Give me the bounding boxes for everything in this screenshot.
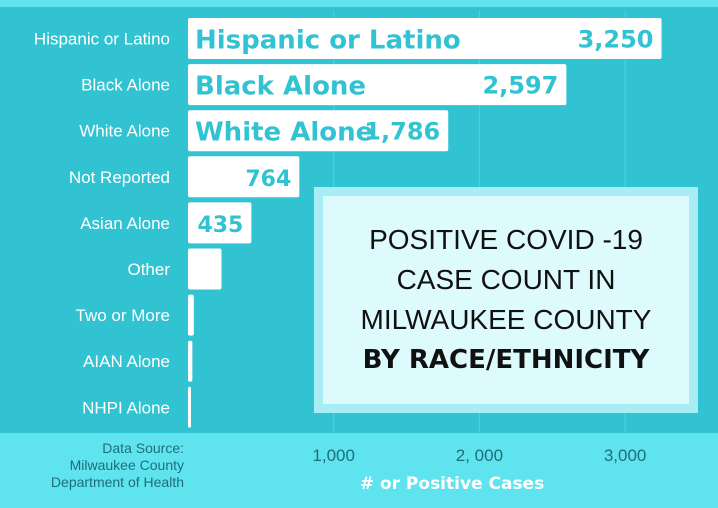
chart-title: POSITIVE COVID -19 CASE COUNT IN MILWAUK… [360, 224, 652, 335]
footer-band [0, 433, 718, 501]
data-label: 435 [197, 213, 243, 238]
x-tick-label: 3,000 [604, 446, 647, 465]
data-source-text: Department of Health [51, 474, 184, 490]
data-label: 764 [245, 167, 291, 192]
x-tick-label: 2, 000 [456, 446, 503, 465]
bar-3 [188, 156, 300, 198]
bar-1 [188, 64, 567, 106]
data-label: 3,250 [578, 26, 654, 54]
category-label: Black Alone [81, 76, 170, 95]
top-band [0, 0, 718, 7]
category-label: Not Reported [69, 168, 170, 187]
bar-5 [188, 248, 222, 290]
bar-0 [188, 18, 662, 59]
bar-7 [188, 340, 193, 382]
chart-title-box: POSITIVE COVID -19 CASE COUNT IN MILWAUK… [314, 187, 698, 413]
bar-4 [188, 202, 252, 244]
data-label: 2,597 [482, 72, 558, 100]
category-label: Asian Alone [80, 214, 170, 233]
category-label: AIAN Alone [83, 352, 170, 371]
category-label: Two or More [76, 306, 170, 325]
data-source-text: Milwaukee County [70, 457, 184, 473]
chart-title-inner: POSITIVE COVID -19 CASE COUNT IN MILWAUK… [323, 196, 689, 404]
bar-6 [188, 294, 194, 336]
x-tick-label: 1,000 [312, 446, 355, 465]
chart-subtitle: BY RACE/ETHNICITY [362, 345, 650, 375]
category-label: NHPI Alone [82, 398, 170, 417]
data-source-text: Data Source: [102, 440, 184, 456]
bar-8 [188, 386, 191, 428]
bar-name-label: Hispanic or Latino [195, 26, 461, 56]
x-axis-label: # or Positive Cases [360, 474, 544, 494]
bar-name-label: White Alone [195, 118, 373, 148]
data-label: 1,786 [364, 118, 440, 146]
category-label: Other [127, 260, 170, 279]
category-label: White Alone [79, 122, 170, 141]
category-label: Hispanic or Latino [34, 30, 170, 49]
bottom-band [0, 501, 718, 508]
bar-name-label: Black Alone [195, 72, 366, 102]
bar-2 [188, 110, 449, 152]
